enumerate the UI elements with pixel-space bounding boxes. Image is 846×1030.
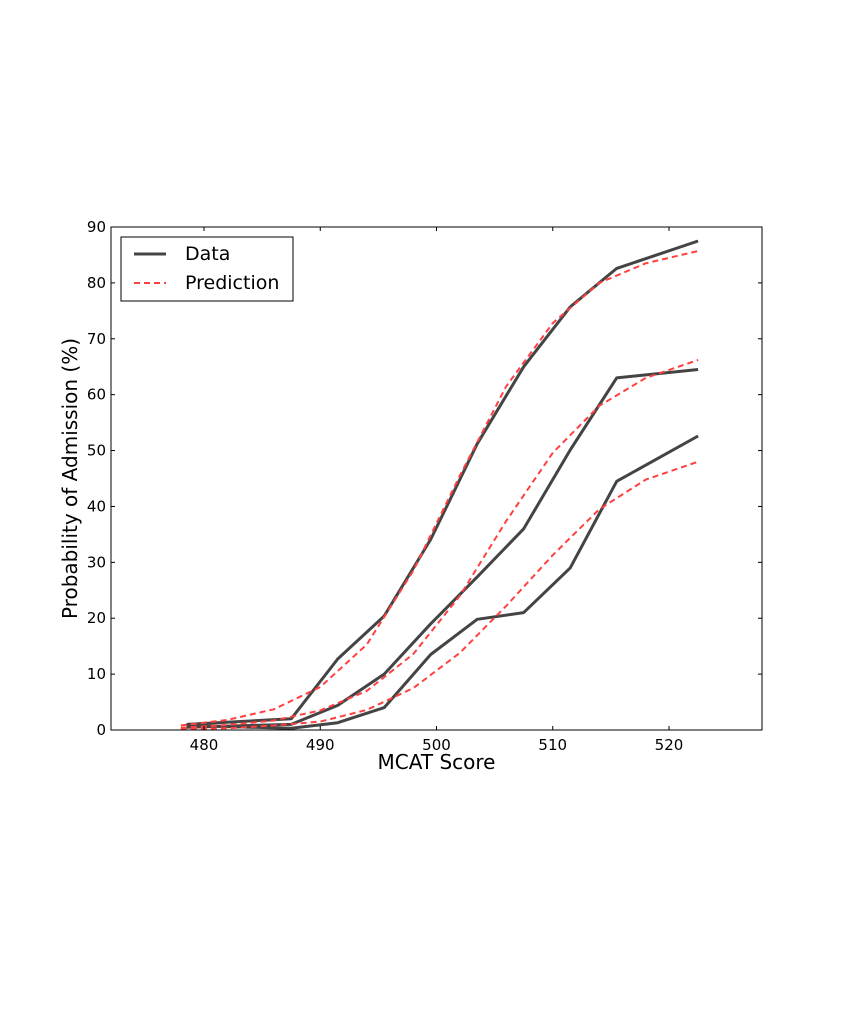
y-tick-label: 0 bbox=[96, 721, 106, 739]
y-tick-label: 50 bbox=[87, 442, 106, 460]
legend-label-data: Data bbox=[185, 243, 230, 265]
prediction-line-5 bbox=[180, 359, 699, 729]
y-tick-label: 20 bbox=[87, 609, 106, 627]
data-line-3 bbox=[186, 434, 699, 730]
x-tick-label: 510 bbox=[538, 736, 567, 754]
y-axis-title: Probability of Admission (%) bbox=[58, 338, 82, 619]
prediction-line-6 bbox=[180, 460, 699, 730]
x-tick-label: 490 bbox=[306, 736, 335, 754]
x-tick-label: 520 bbox=[655, 736, 684, 754]
y-tick-label: 70 bbox=[87, 330, 106, 348]
data-line-2 bbox=[186, 368, 699, 729]
plot-layer bbox=[180, 239, 699, 730]
y-tick-label: 10 bbox=[87, 665, 106, 683]
y-tick-label: 30 bbox=[87, 553, 106, 571]
plot-frame bbox=[110, 226, 763, 731]
legend-label-prediction: Prediction bbox=[185, 272, 279, 294]
legend-box bbox=[120, 236, 294, 302]
data-line-1 bbox=[186, 239, 699, 726]
x-axis-title: MCAT Score bbox=[378, 750, 496, 774]
prediction-line-4 bbox=[180, 250, 699, 727]
x-tick-label: 480 bbox=[190, 736, 219, 754]
y-tick-label: 80 bbox=[87, 274, 106, 292]
legend: Data Prediction bbox=[120, 236, 294, 302]
y-tick-label: 90 bbox=[87, 218, 106, 236]
y-tick-label: 40 bbox=[87, 497, 106, 515]
y-tick-label: 60 bbox=[87, 386, 106, 404]
x-tick-label: 500 bbox=[422, 736, 451, 754]
ticks-layer: 480 490 500 510 520 0 10 20 30 40 50 60 70 80 90 bbox=[87, 218, 762, 754]
